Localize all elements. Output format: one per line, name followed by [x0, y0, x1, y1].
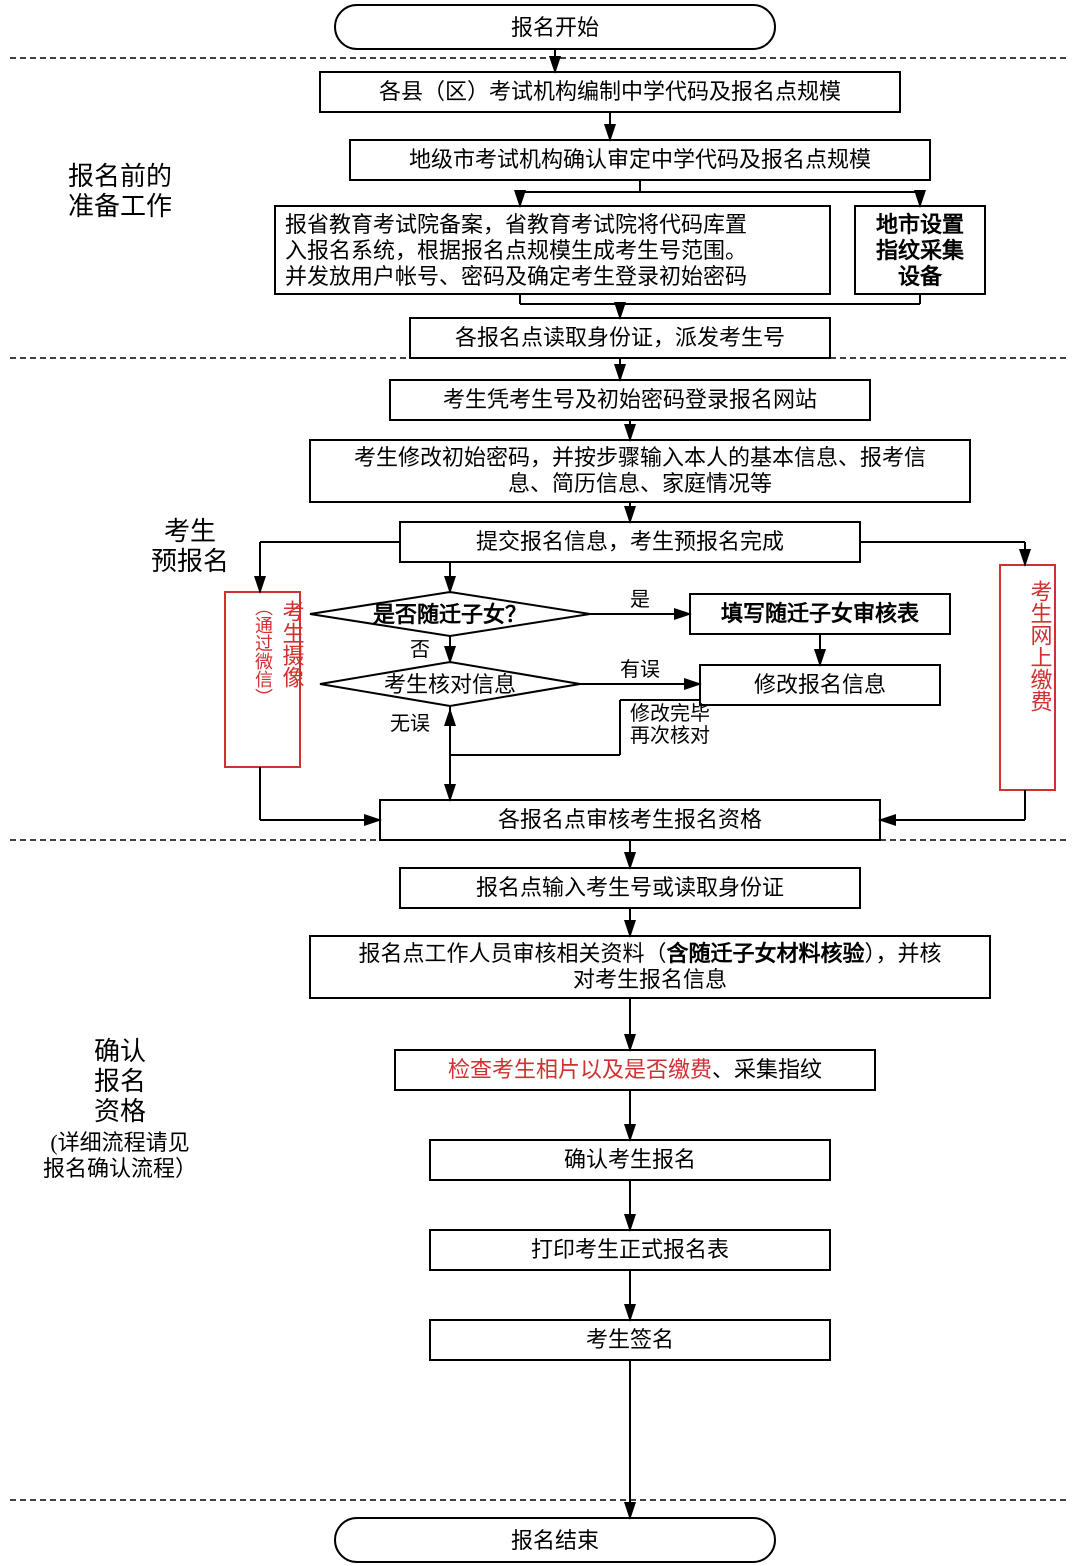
terminal-end-label: 报名结束	[511, 1528, 599, 1553]
section1-label-l2: 准备工作	[68, 192, 172, 221]
node-n4-label: 各报名点读取身份证，派发考生号	[455, 325, 785, 350]
node-n2-label: 地级市考试机构确认审定中学代码及报名点规模	[409, 147, 871, 172]
node-n9: 修改报名信息	[700, 665, 940, 705]
node-n3-l1: 报省教育考试院备案，省教育考试院将代码库置	[285, 212, 747, 237]
node-n3-l3: 并发放用户帐号、密码及确定考生登录初始密码	[285, 264, 747, 289]
terminal-end: 报名结束	[335, 1518, 775, 1562]
section2-label-l1: 考生	[164, 517, 216, 546]
edge-d2-err-label: 有误	[620, 658, 660, 681]
side-left: 考生摄像 （通过微信）	[225, 592, 305, 767]
node-n2: 地级市考试机构确认审定中学代码及报名点规模	[350, 140, 930, 180]
section3-label-l1: 确认	[94, 1037, 146, 1066]
section3-label-l5: 报名确认流程）	[43, 1156, 197, 1181]
side-right-label: 考生网上缴费	[1028, 580, 1053, 712]
node-n15-label: 打印考生正式报名表	[531, 1237, 729, 1262]
edge-d2-ok-label: 无误	[390, 713, 430, 735]
section2-label-l2: 预报名	[151, 547, 229, 576]
section1-label-l1: 报名前的	[68, 162, 172, 191]
edge-recheck-l1: 修改完毕	[630, 702, 710, 725]
terminal-start: 报名开始	[335, 5, 775, 49]
node-n3b-l3: 设备	[898, 264, 943, 289]
node-n6-l1: 考生修改初始密码，并按步骤输入本人的基本信息、报考信	[354, 445, 926, 470]
terminal-start-label: 报名开始	[511, 15, 599, 40]
node-n10: 各报名点审核考生报名资格	[380, 800, 880, 840]
edge-recheck-l2: 再次核对	[630, 724, 710, 747]
side-left-l1: 考生摄像	[280, 600, 305, 688]
node-n11: 报名点输入考生号或读取身份证	[400, 868, 860, 908]
section3-label-l4: (详细流程请见	[50, 1130, 189, 1155]
node-n8: 填写随迁子女审核表	[690, 594, 950, 634]
node-n5: 考生凭考生号及初始密码登录报名网站	[390, 380, 870, 420]
node-n12-line2: 对考生报名信息	[573, 967, 727, 992]
side-right: 考生网上缴费	[1000, 565, 1055, 790]
decision-d1-label: 是否随迁子女？	[373, 602, 527, 627]
section3-label-l3: 资格	[94, 1097, 146, 1126]
node-n16-label: 考生签名	[586, 1327, 674, 1352]
node-n12-line1: 报名点工作人员审核相关资料（含随迁子女材料核验），并核	[358, 941, 941, 966]
node-n3: 报省教育考试院备案，省教育考试院将代码库置 入报名系统，根据报名点规模生成考生号…	[275, 206, 830, 294]
node-n12: 报名点工作人员审核相关资料（含随迁子女材料核验），并核 对考生报名信息	[310, 936, 990, 998]
node-n13-label: 检查考生相片以及是否缴费、采集指纹	[448, 1057, 822, 1082]
node-n10-label: 各报名点审核考生报名资格	[498, 807, 762, 832]
node-n3b-l2: 指纹采集	[876, 238, 965, 263]
node-n7-label: 提交报名信息，考生预报名完成	[476, 529, 784, 554]
node-n14-label: 确认考生报名	[564, 1147, 696, 1172]
node-n1: 各县（区）考试机构编制中学代码及报名点规模	[320, 72, 900, 112]
node-n5-label: 考生凭考生号及初始密码登录报名网站	[443, 387, 817, 412]
node-n15: 打印考生正式报名表	[430, 1230, 830, 1270]
side-left-l2: （通过微信）	[253, 598, 273, 706]
node-n8-label: 填写随迁子女审核表	[721, 601, 920, 626]
node-n13: 检查考生相片以及是否缴费、采集指纹	[395, 1050, 875, 1090]
node-n3-l2: 入报名系统，根据报名点规模生成考生号范围。	[285, 238, 747, 263]
node-n4: 各报名点读取身份证，派发考生号	[410, 318, 830, 358]
node-n6-l2: 息、简历信息、家庭情况等	[508, 471, 772, 496]
edge-d1-yes-label: 是	[630, 589, 650, 611]
node-n3b: 地市设置 指纹采集 设备	[855, 206, 985, 294]
node-n9-label: 修改报名信息	[754, 672, 886, 697]
node-n7: 提交报名信息，考生预报名完成	[400, 522, 860, 562]
node-n16: 考生签名	[430, 1320, 830, 1360]
node-n6: 考生修改初始密码，并按步骤输入本人的基本信息、报考信 息、简历信息、家庭情况等	[310, 440, 970, 502]
edge-d1-no-label: 否	[410, 639, 430, 661]
flowchart: 报名开始 报名前的 准备工作 各县（区）考试机构编制中学代码及报名点规模 地级市…	[0, 0, 1080, 1566]
node-n14: 确认考生报名	[430, 1140, 830, 1180]
decision-d1: 是否随迁子女？	[310, 592, 590, 636]
decision-d2-label: 考生核对信息	[384, 672, 516, 697]
node-n11-label: 报名点输入考生号或读取身份证	[476, 875, 784, 900]
node-n1-label: 各县（区）考试机构编制中学代码及报名点规模	[379, 79, 841, 104]
node-n3b-l1: 地市设置	[876, 212, 964, 237]
section3-label-l2: 报名	[94, 1067, 146, 1096]
decision-d2: 考生核对信息	[320, 662, 580, 706]
